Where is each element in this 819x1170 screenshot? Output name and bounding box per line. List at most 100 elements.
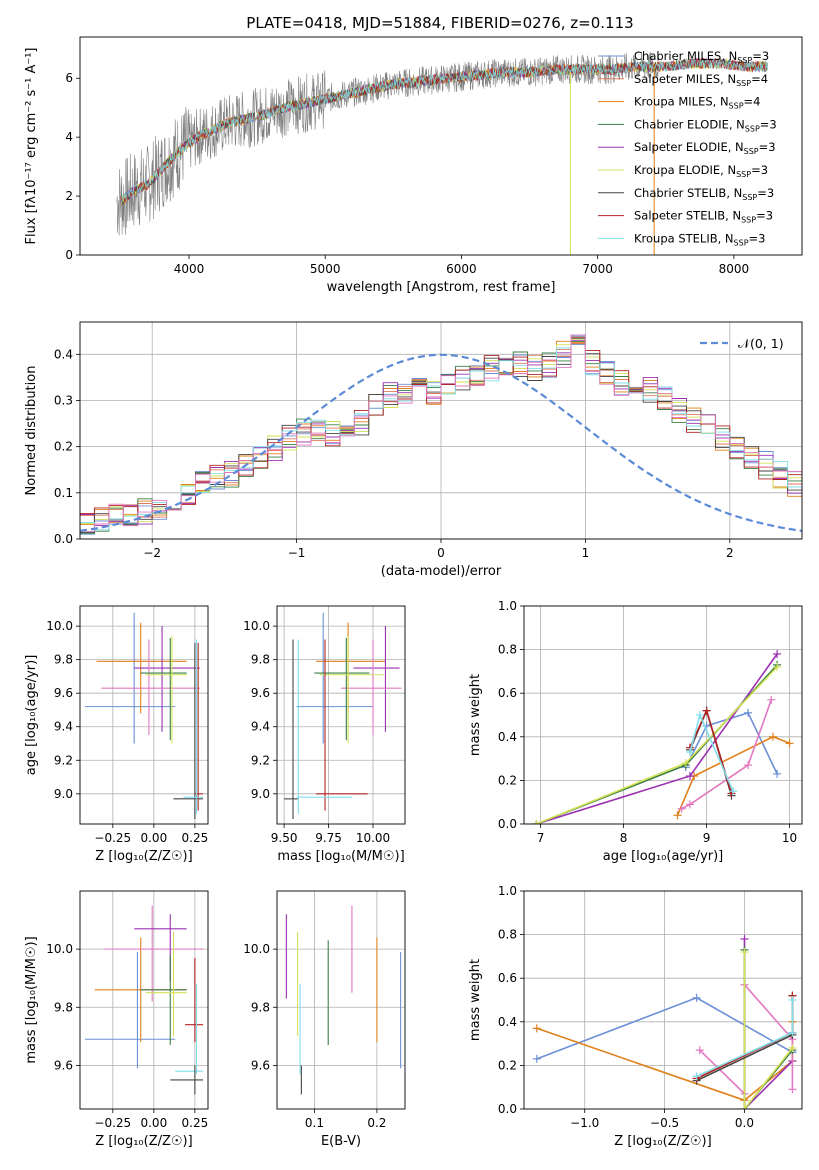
y-tick-label: 0: [65, 248, 73, 262]
series-line-3: [681, 699, 773, 810]
x-tick-label: 0.25: [182, 1116, 209, 1130]
y-axis-label: mass weight: [468, 674, 483, 756]
y-tick-label: 6: [65, 71, 73, 85]
legend-label: Kroupa STELIB, NSSP=3: [634, 231, 765, 247]
y-tick-label: 2: [65, 189, 73, 203]
x-tick-label: 2: [726, 546, 734, 560]
y-axis-label: Normed distribution: [24, 366, 39, 496]
panel-age-vs-mass: 9.50 9.75 10.00 9.0 9.2 9.4 9.6 9.8 10.0 mass [lo…: [243, 605, 406, 864]
x-axis-label: age [log₁₀(age/yr)]: [603, 849, 724, 864]
legend-label: Salpeter ELODIE, NSSP=3: [634, 140, 776, 156]
y-tick-label: 1.0: [498, 599, 517, 613]
y-tick-label: 0.0: [498, 1102, 517, 1116]
x-tick-label: 0.2: [367, 1116, 386, 1130]
y-tick-label: 0.4: [54, 347, 73, 361]
plot-area: [532, 649, 794, 824]
panel-mass-weight-vs-Z: −1.0 −0.5 0.0 0.0 0.2 0.4 0.6 0.8 1.0 Z [log₁₀(Z/…: [468, 884, 803, 1149]
x-axis-label: Z [log₁₀(Z/Z☉)]: [95, 849, 192, 864]
x-tick-label: 9.50: [271, 831, 298, 845]
histogram-line-9: [80, 334, 802, 539]
y-axis-label: mass [log₁₀(M/M☉)]: [24, 936, 39, 1063]
y-tick-label: 1.0: [498, 884, 517, 898]
axes-frame: [276, 890, 406, 1110]
y-tick-label: 9.4: [251, 720, 270, 734]
x-tick-label: 0.25: [182, 831, 209, 845]
x-tick-label: 1: [582, 546, 590, 560]
x-tick-label: 4000: [174, 262, 205, 276]
x-axis-label: Z [log₁₀(Z/Z☉)]: [95, 1134, 192, 1149]
legend-label: Chabrier STELIB, NSSP=3: [634, 186, 774, 202]
x-tick-label: 10: [782, 831, 797, 845]
x-tick-label: 6000: [446, 262, 477, 276]
y-tick-label: 4: [65, 130, 73, 144]
axes-frame: [79, 321, 803, 540]
x-axis-label: E(B-V): [321, 1134, 361, 1149]
figure-title: PLATE=0418, MJD=51884, FIBERID=0276, z=0…: [246, 14, 633, 32]
plot-area: [80, 334, 802, 539]
y-tick-label: 0.8: [498, 928, 517, 942]
y-tick-label: 0.6: [498, 971, 517, 985]
y-tick-label: 9.0: [251, 787, 270, 801]
legend-label: Chabrier ELODIE, NSSP=3: [634, 117, 777, 133]
plot-area: [84, 905, 204, 1095]
x-tick-label: −1: [288, 546, 306, 560]
y-tick-label: 9.6: [54, 686, 73, 700]
y-tick-label: 0.4: [498, 1015, 517, 1029]
y-tick-label: 9.8: [54, 653, 73, 667]
gaussian-curve: [80, 353, 802, 532]
y-tick-label: 0.2: [54, 440, 73, 454]
y-tick-label: 10.0: [243, 942, 270, 956]
series-line-5: [743, 952, 794, 1109]
legend-label: Chabrier MILES, NSSP=3: [634, 49, 769, 65]
y-tick-label: 0.3: [54, 393, 73, 407]
x-tick-label: 5000: [310, 262, 341, 276]
axes-frame: [523, 890, 803, 1110]
x-tick-label: 0: [437, 546, 445, 560]
axes-frame: [276, 605, 406, 825]
y-tick-label: 10.0: [46, 619, 73, 633]
plot-area: [84, 612, 204, 819]
panel-residual-histogram: −2 −1 0 1 2 0.0 0.1 0.2 0.3 0.4 (data-model)/error…: [24, 321, 803, 579]
y-tick-label: 9.6: [251, 1058, 270, 1072]
y-tick-label: 9.4: [54, 720, 73, 734]
axes-frame: [79, 890, 209, 1110]
legend-label: Salpeter STELIB, NSSP=3: [634, 209, 773, 225]
x-tick-label: 0.00: [140, 831, 167, 845]
y-tick-label: 10.0: [46, 942, 73, 956]
x-tick-label: −2: [143, 546, 161, 560]
panel-mass-vs-Z: −0.25 0.00 0.25 9.6 9.8 10.0 Z [log₁₀(Z/Z☉)] ma…: [24, 890, 209, 1149]
panel-age-vs-Z: −0.25 0.00 0.25 9.0 9.2 9.4 9.6 9.8 10.0 Z [log₁₀…: [24, 605, 209, 864]
axes-frame: [79, 36, 803, 256]
y-tick-label: 9.6: [251, 686, 270, 700]
x-tick-label: −0.5: [650, 1116, 679, 1130]
y-tick-label: 9.8: [251, 1000, 270, 1014]
panel-mass-weight-vs-age: 7 8 9 10 0.0 0.2 0.4 0.6 0.8 1.0 age [log₁₀(age/yr…: [468, 599, 803, 864]
y-tick-label: 0.1: [54, 486, 73, 500]
legend-label: 𝒩(0, 1): [738, 336, 784, 351]
series-line-1: [676, 735, 790, 816]
y-tick-label: 0.2: [498, 773, 517, 787]
panel-mass-vs-EBV: 0.1 0.2 9.6 9.8 10.0 E(B-V): [243, 890, 406, 1149]
plot-area: [532, 934, 797, 1109]
y-tick-label: 0.2: [498, 1058, 517, 1072]
x-tick-label: 9.75: [315, 831, 342, 845]
y-tick-label: 0.4: [498, 730, 517, 744]
plot-area: [285, 905, 402, 1095]
y-axis-label: Flux [fλ10⁻¹⁷ erg cm⁻² s⁻¹ A⁻¹]: [24, 48, 39, 245]
y-tick-label: 0.0: [54, 532, 73, 546]
x-tick-label: 8: [620, 831, 628, 845]
y-tick-label: 9.6: [54, 1058, 73, 1072]
x-tick-label: 0.0: [735, 1116, 754, 1130]
x-tick-label: 7000: [582, 262, 613, 276]
legend-label: Salpeter MILES, NSSP=4: [634, 72, 768, 88]
x-axis-label: wavelength [Angstrom, rest frame]: [327, 280, 556, 295]
y-tick-label: 9.0: [54, 787, 73, 801]
x-tick-label: 0.00: [140, 1116, 167, 1130]
model-line-8: [120, 58, 768, 204]
y-tick-label: 9.8: [54, 1000, 73, 1014]
y-tick-label: 0.0: [498, 817, 517, 831]
y-tick-label: 9.2: [251, 753, 270, 767]
x-axis-label: Z [log₁₀(Z/Z☉)]: [614, 1134, 711, 1149]
y-tick-label: 0.8: [498, 643, 517, 657]
x-axis-label: mass [log₁₀(M/M☉)]: [277, 849, 404, 864]
